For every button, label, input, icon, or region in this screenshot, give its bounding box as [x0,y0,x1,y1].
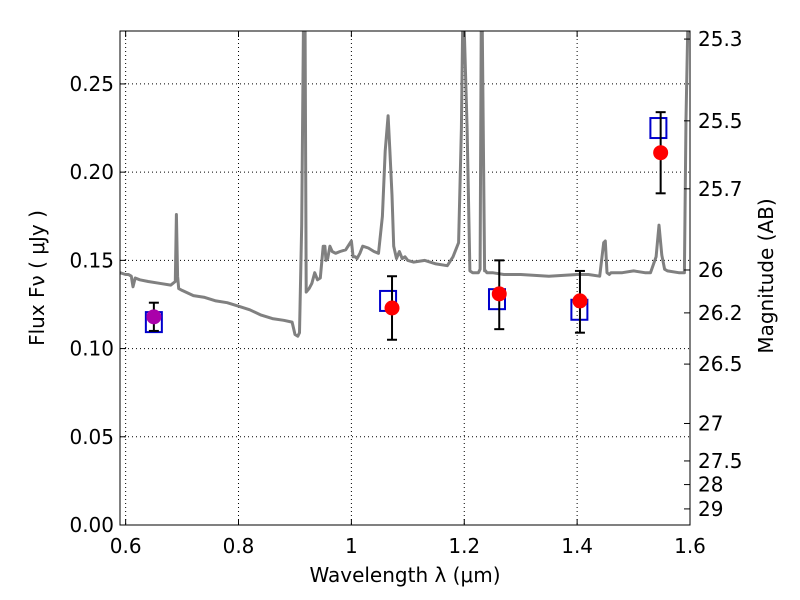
axis-ticks: 0.6 0.8 1 1.2 1.4 1.6 0.00 0.05 0.10 0.15 0.20 0.25… [69,27,742,558]
x-tick-label: 1.6 [674,534,706,558]
right-tick-label: 26.5 [698,352,743,376]
model-point-square [649,117,668,140]
observed-point [384,300,400,316]
right-tick-label: 28 [698,473,723,497]
x-tick-label: 0.6 [110,534,142,558]
right-axis-title: Magnitude (AB) [754,198,778,353]
y-tick-label: 0.15 [69,248,114,272]
y-tick-label: 0.20 [69,160,114,184]
right-tick-label: 27.5 [698,449,743,473]
right-tick-label: 25.5 [698,109,743,133]
right-tick-label: 25.3 [698,27,743,51]
y-tick-label: 0.05 [69,425,114,449]
observed-point [653,145,669,161]
grid-lines [120,31,690,525]
y-tick-label: 0.10 [69,337,114,361]
right-tick-label: 25.7 [698,177,743,201]
right-tick-label: 26 [698,258,723,282]
model-spectrum-line [120,31,690,338]
x-axis-title: Wavelength λ (μm) [309,563,500,587]
data-points-layer [144,111,669,341]
right-tick-label: 27 [698,411,723,435]
observed-point [491,286,507,302]
model-spectrum-layer [120,31,690,338]
x-tick-label: 1.2 [448,534,480,558]
y-tick-label: 0.25 [69,72,114,96]
y-axis-title: Flux Fν ( μJy ) [25,210,49,346]
y-tick-label: 0.00 [69,513,114,537]
x-tick-label: 1.4 [561,534,593,558]
x-tick-label: 0.8 [223,534,255,558]
x-tick-label: 1 [345,534,358,558]
observed-point [572,293,588,309]
right-tick-label: 26.2 [698,301,743,325]
plot-frame [119,30,691,526]
observed-point [146,309,162,325]
right-tick-label: 29 [698,497,723,521]
